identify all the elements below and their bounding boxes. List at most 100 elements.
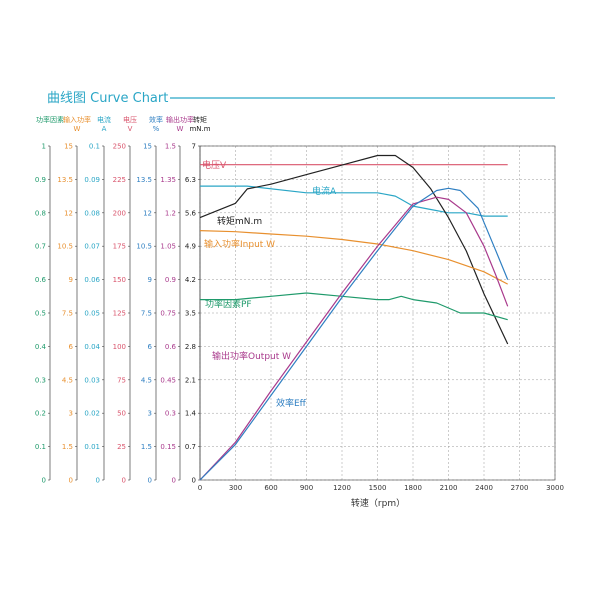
series-label-pin: 输入功率Input W bbox=[204, 238, 275, 250]
y-tick-label: 0.07 bbox=[84, 243, 100, 251]
y-tick-label: 0.3 bbox=[165, 410, 176, 418]
series-label-cur: 电流A bbox=[312, 185, 337, 197]
y-tick-label: 4.5 bbox=[141, 376, 152, 384]
y-tick-label: 100 bbox=[113, 343, 126, 351]
y-axis-unit: W bbox=[177, 125, 184, 133]
y-tick-label: 6 bbox=[69, 343, 74, 351]
y-tick-label: 0.08 bbox=[84, 209, 100, 217]
y-tick-label: 4.5 bbox=[62, 376, 73, 384]
y-tick-label: 0 bbox=[148, 477, 152, 485]
y-tick-label: 0.75 bbox=[160, 310, 176, 318]
y-tick-label: 0.02 bbox=[84, 410, 100, 418]
series-line-pin bbox=[199, 230, 508, 285]
x-tick-label: 900 bbox=[300, 484, 313, 492]
y-tick-label: 6 bbox=[148, 343, 153, 351]
y-tick-label: 250 bbox=[113, 143, 126, 151]
plot-grid bbox=[199, 145, 556, 481]
y-tick-label: 0.7 bbox=[185, 443, 196, 451]
y-tick-label: 9 bbox=[148, 276, 152, 284]
y-tick-label: 0.9 bbox=[35, 176, 46, 184]
y-tick-label: 1.05 bbox=[160, 243, 176, 251]
y-tick-label: 0.1 bbox=[89, 143, 100, 151]
x-tick-label: 300 bbox=[229, 484, 242, 492]
y-axis-title: 效率 bbox=[149, 115, 163, 124]
series-curves: 电压V 电流A 转矩mN.m 输入功率Input W 功率因素PF 输出功率Output … bbox=[199, 154, 509, 481]
y-tick-label: 15 bbox=[64, 143, 73, 151]
y-axis-title: 功率因素 bbox=[36, 115, 64, 124]
y-tick-label: 1.2 bbox=[165, 209, 176, 217]
series-line-tq bbox=[199, 154, 509, 345]
x-axis-label: 转速（rpm） bbox=[351, 497, 405, 509]
y-tick-label: 1.5 bbox=[165, 143, 176, 151]
y-tick-label: 0.03 bbox=[84, 376, 100, 384]
series-label-eff: 效率Eff bbox=[276, 397, 307, 409]
y-tick-label: 150 bbox=[113, 276, 126, 284]
y-tick-label: 0 bbox=[192, 477, 196, 485]
x-tick-label: 0 bbox=[198, 484, 202, 492]
y-tick-label: 7.5 bbox=[141, 310, 152, 318]
x-axis: 0 300 600 900 1200 1500 1800 2100 2400 2700 3000 bbox=[198, 484, 564, 492]
y-tick-label: 9 bbox=[69, 276, 73, 284]
x-tick-label: 3000 bbox=[546, 484, 564, 492]
y-tick-label: 0 bbox=[122, 477, 126, 485]
y-tick-label: 10.5 bbox=[57, 243, 73, 251]
y-tick-label: 12 bbox=[64, 209, 73, 217]
y-axis-unit: A bbox=[102, 125, 107, 133]
x-tick-label: 2400 bbox=[475, 484, 493, 492]
series-label-pf: 功率因素PF bbox=[205, 298, 252, 310]
y-tick-label: 0.6 bbox=[165, 343, 177, 351]
y-tick-label: 200 bbox=[113, 209, 126, 217]
y-tick-label: 0.9 bbox=[165, 276, 176, 284]
y-axis-vol: 电压V 0 25 50 75 100 125 150 175 200 225 250 bbox=[113, 115, 137, 485]
y-tick-label: 1 bbox=[42, 143, 46, 151]
y-tick-label: 1.5 bbox=[62, 443, 73, 451]
y-axis-pf: 功率因素 0 0.1 0.2 0.3 0.4 0.5 0.6 0.7 0.8 0.9 1 bbox=[35, 115, 64, 485]
y-tick-label: 0.1 bbox=[35, 443, 46, 451]
y-tick-label: 15 bbox=[143, 143, 152, 151]
y-axis-cur: 电流A 0 0.01 0.02 0.03 0.04 0.05 0.06 0.07 0.08 0.09… bbox=[84, 115, 111, 485]
y-tick-label: 0.01 bbox=[84, 443, 100, 451]
y-tick-label: 6.3 bbox=[185, 176, 196, 184]
y-tick-label: 13.5 bbox=[57, 176, 73, 184]
series-label-vol: 电压V bbox=[202, 159, 227, 171]
y-tick-label: 13.5 bbox=[136, 176, 152, 184]
y-axis-eff: 效率% 0 1.5 3 4.5 6 7.5 9 10.5 12 13.5 15 bbox=[136, 115, 163, 485]
y-tick-label: 0 bbox=[42, 477, 46, 485]
y-tick-label: 3.5 bbox=[185, 310, 196, 318]
series-line-eff bbox=[199, 187, 509, 481]
y-tick-label: 0.2 bbox=[35, 410, 46, 418]
y-tick-label: 7 bbox=[192, 143, 196, 151]
y-tick-label: 4.2 bbox=[185, 276, 196, 284]
y-axis-unit: mN.m bbox=[189, 125, 210, 133]
x-tick-label: 1500 bbox=[369, 484, 387, 492]
series-label-pout: 输出功率Output W bbox=[212, 350, 291, 362]
y-tick-label: 75 bbox=[117, 376, 126, 384]
series-line-pout bbox=[199, 196, 509, 481]
y-axis-title: 输出功率 bbox=[166, 115, 194, 124]
x-tick-label: 1800 bbox=[404, 484, 422, 492]
y-tick-label: 5.6 bbox=[185, 209, 197, 217]
series-label-tq: 转矩mN.m bbox=[217, 215, 262, 227]
y-tick-label: 0.06 bbox=[84, 276, 100, 284]
y-tick-label: 50 bbox=[117, 410, 126, 418]
y-axis-unit: % bbox=[153, 125, 160, 133]
y-tick-label: 175 bbox=[113, 243, 126, 251]
y-tick-label: 0.5 bbox=[35, 310, 46, 318]
y-tick-label: 3 bbox=[148, 410, 152, 418]
y-axis-unit: W bbox=[74, 125, 81, 133]
y-axis-unit: V bbox=[128, 125, 133, 133]
y-tick-label: 3 bbox=[69, 410, 73, 418]
x-tick-label: 600 bbox=[264, 484, 277, 492]
y-tick-label: 25 bbox=[117, 443, 126, 451]
y-tick-label: 0.3 bbox=[35, 376, 46, 384]
y-tick-label: 10.5 bbox=[136, 243, 152, 251]
y-tick-label: 225 bbox=[113, 176, 126, 184]
y-tick-label: 2.1 bbox=[185, 376, 196, 384]
x-tick-label: 2700 bbox=[511, 484, 529, 492]
y-tick-label: 0.45 bbox=[160, 376, 176, 384]
y-axis-title: 转矩 bbox=[193, 115, 207, 124]
y-axis-title: 电压 bbox=[123, 115, 137, 124]
y-tick-label: 1.35 bbox=[160, 176, 176, 184]
